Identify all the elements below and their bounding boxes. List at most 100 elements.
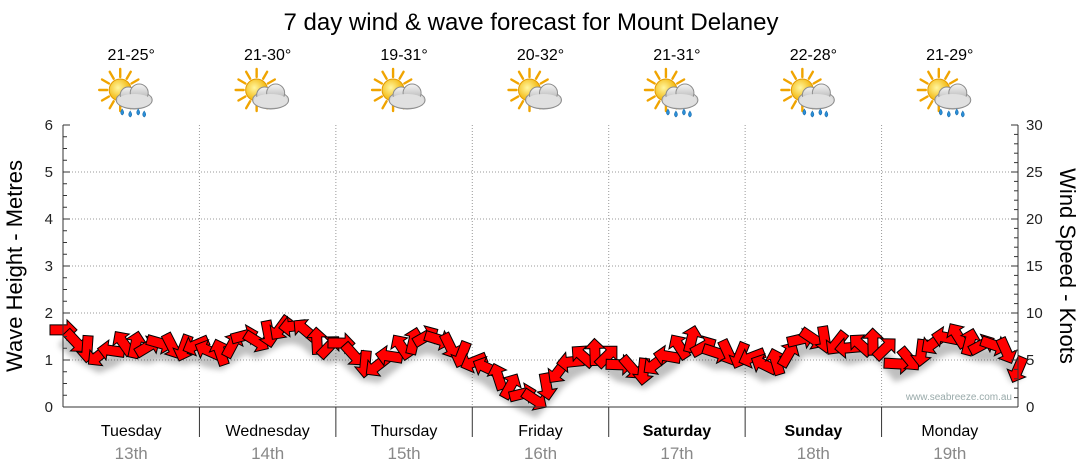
sun-ray [244, 70, 252, 80]
y-axis-right-label: Wind Speed - Knots [1055, 168, 1080, 364]
cloud-body [117, 94, 152, 108]
day-name-label: Sunday [784, 423, 842, 440]
day-name-label: Tuesday [101, 423, 162, 440]
rain-drop [810, 110, 815, 118]
sun-ray [782, 95, 793, 102]
day-date-label: 16th [524, 444, 557, 463]
rain-drop [142, 110, 147, 118]
sun-ray [373, 95, 384, 102]
sun-cloud-icon [507, 67, 562, 113]
rain-drop [802, 108, 807, 116]
day-date-label: 19th [933, 444, 966, 463]
sun-ray [671, 70, 678, 80]
sun-ray [510, 95, 520, 102]
y-tick-label-right: 25 [1026, 164, 1043, 181]
wind-arrow [1006, 354, 1029, 383]
wind-arrow-shape [520, 387, 547, 411]
sun-ray [812, 78, 822, 85]
y-tick-label-left: 2 [45, 305, 53, 322]
sun-ray [539, 78, 549, 85]
sun-ray [807, 70, 815, 80]
sun-ray [654, 70, 661, 80]
sun-ray [646, 78, 656, 85]
sun-ray [510, 78, 520, 85]
sun-ray [108, 100, 115, 110]
wind-arrow-shape [208, 338, 230, 368]
sun-cloud-rain-icon [98, 67, 153, 118]
sun-ray [517, 100, 525, 110]
day-date-label: 17th [660, 444, 693, 463]
wind-arrow-shape [618, 353, 642, 379]
day-name-label: Wednesday [226, 423, 310, 440]
temperature-range-label: 19-31° [380, 47, 427, 64]
sun-ray [790, 100, 798, 110]
sun-ray [125, 70, 132, 80]
sun-ray [108, 70, 115, 80]
y-tick-label-right: 10 [1026, 305, 1043, 322]
wind-arrow [438, 331, 462, 360]
rain-drop [128, 110, 133, 118]
sun-ray [100, 78, 111, 85]
cloud-body [253, 94, 288, 108]
rain-drop [824, 110, 829, 118]
wind-arrow-shape [339, 340, 364, 366]
sun-ray [919, 78, 929, 85]
day-date-label: 18th [797, 444, 830, 463]
sun-ray [398, 70, 405, 80]
sun-ray [927, 100, 934, 110]
sun-ray [373, 78, 384, 85]
rain-drop [688, 110, 692, 118]
rain-drop [674, 110, 678, 118]
day-name-label: Saturday [643, 423, 712, 440]
day-date-label: 15th [388, 444, 421, 463]
watermark: www.seabreeze.com.au [905, 392, 1012, 403]
sun-ray [675, 78, 686, 85]
y-tick-label-left: 6 [45, 117, 53, 134]
y-tick-label-right: 20 [1026, 211, 1043, 228]
sun-ray [517, 70, 525, 80]
wind-arrow [764, 347, 786, 377]
day-date-label: 13th [115, 444, 148, 463]
rain-drop [818, 108, 823, 116]
sun-ray [782, 78, 793, 85]
sun-cloud-icon [370, 67, 426, 113]
sun-ray [927, 70, 934, 80]
wind-arrow [536, 372, 559, 401]
y-tick-label-left: 3 [45, 258, 53, 275]
temperature-range-label: 21-31° [653, 47, 700, 64]
wind-arrow [61, 327, 86, 352]
chart-title: 7 day wind & wave forecast for Mount Del… [284, 9, 779, 36]
y-tick-label-right: 0 [1026, 399, 1034, 416]
day-name-label: Thursday [371, 423, 438, 440]
wind-arrow-shape [61, 327, 86, 352]
temperature-range-label: 22-28° [790, 47, 837, 64]
cloud-body [390, 94, 425, 108]
rain-drop [960, 110, 965, 118]
temperature-range-label: 20-32° [517, 47, 564, 64]
rain-drop [682, 108, 686, 116]
wind-arrow-shape [776, 341, 800, 369]
sun-ray [266, 78, 277, 85]
cloud-body [935, 94, 970, 108]
y-tick-label-left: 4 [45, 211, 53, 228]
sun-cloud-rain-icon [780, 67, 835, 118]
sun-ray [948, 78, 959, 85]
temperature-range-label: 21-30° [244, 47, 291, 64]
y-tick-label-right: 5 [1026, 352, 1034, 369]
wind-arrow [593, 345, 618, 370]
wind-arrow [208, 338, 230, 368]
y-tick-label-right: 30 [1026, 117, 1043, 134]
cloud-body [526, 94, 561, 108]
y-tick-label-right: 15 [1026, 258, 1043, 275]
sun-ray [100, 95, 111, 102]
wind-arrow-shape [438, 331, 462, 360]
rain-drop [946, 110, 951, 118]
day-name-label: Monday [921, 423, 978, 440]
sun-ray [130, 78, 140, 85]
sun-ray [237, 78, 247, 85]
sun-ray [381, 100, 388, 110]
y-tick-label-left: 1 [45, 352, 53, 369]
sun-ray [919, 95, 929, 102]
sun-cloud-icon [234, 67, 290, 113]
sun-ray [790, 70, 798, 80]
